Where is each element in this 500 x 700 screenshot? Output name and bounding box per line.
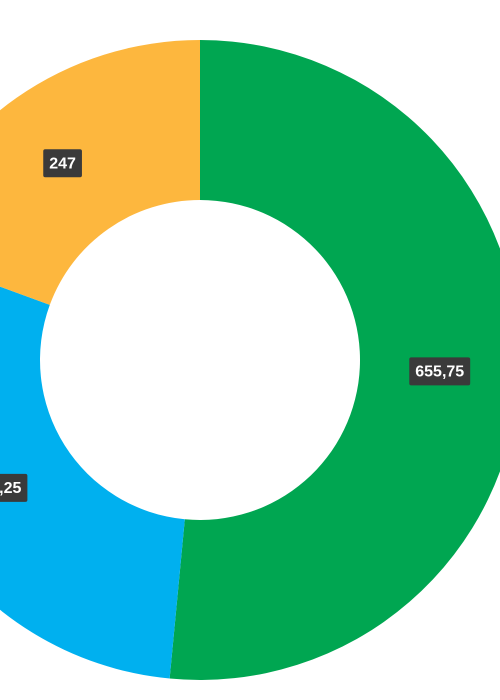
donut-slice xyxy=(0,286,185,679)
data-label: 655,75 xyxy=(415,364,464,381)
data-label: 247 xyxy=(49,155,76,172)
donut-slice xyxy=(169,40,500,680)
data-label: 370,25 xyxy=(0,480,21,497)
data-label-bg xyxy=(0,473,28,502)
donut-slice xyxy=(0,40,200,305)
data-label-bg xyxy=(409,357,471,386)
data-label-bg xyxy=(43,149,82,178)
